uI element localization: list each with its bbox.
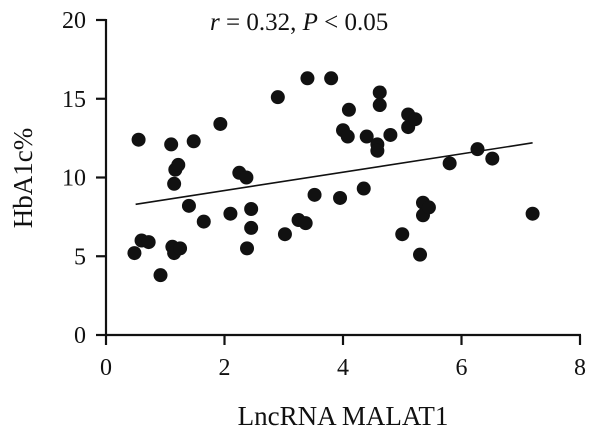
data-point: [164, 137, 179, 152]
data-point: [153, 268, 168, 283]
data-point: [442, 156, 457, 171]
data-point: [181, 198, 196, 213]
data-point: [324, 71, 339, 86]
x-tick-label: 4: [337, 355, 349, 381]
data-point: [131, 132, 146, 147]
data-point: [244, 202, 259, 216]
y-tick-label: 0: [74, 323, 86, 349]
data-point: [213, 116, 228, 131]
x-tick-label: 0: [100, 355, 112, 381]
data-point: [277, 227, 292, 242]
data-points: [127, 71, 540, 283]
data-point: [370, 143, 385, 158]
y-tick-label: 5: [74, 244, 86, 270]
regression-line: [135, 142, 533, 206]
y-tick-label: 10: [62, 166, 86, 192]
data-point: [525, 206, 540, 221]
data-point: [223, 206, 238, 221]
data-point: [171, 157, 186, 172]
y-axis-title: HbA1c%: [8, 128, 38, 228]
data-point: [341, 102, 356, 117]
data-point: [413, 247, 428, 262]
data-point: [372, 98, 387, 113]
data-point: [141, 235, 156, 250]
data-point: [298, 216, 313, 231]
data-point: [173, 241, 188, 256]
data-point: [359, 129, 374, 144]
data-point: [127, 246, 142, 261]
data-point: [186, 134, 201, 149]
data-point: [408, 112, 423, 127]
p-value: < 0.05: [318, 9, 388, 36]
axes: [104, 19, 581, 337]
data-point: [307, 187, 322, 202]
tick-marks: [96, 18, 582, 345]
r-symbol: r: [210, 9, 220, 36]
data-point: [485, 151, 500, 166]
x-tick-label: 6: [456, 355, 468, 381]
data-point: [333, 190, 348, 205]
data-point: [421, 200, 436, 215]
data-point: [196, 214, 211, 229]
y-tick-label: 15: [62, 87, 86, 113]
data-point: [395, 227, 410, 242]
data-point: [340, 129, 355, 144]
y-tick-label: 20: [62, 8, 86, 34]
data-point: [270, 90, 285, 105]
data-point: [244, 220, 259, 235]
x-tick-label: 2: [219, 355, 231, 381]
data-point: [239, 170, 254, 185]
x-tick-label: 8: [574, 355, 586, 381]
x-axis-title: LncRNA MALAT1: [238, 401, 449, 431]
data-point: [383, 127, 398, 142]
data-point: [470, 142, 485, 157]
tick-labels: 0 2 4 6 8 0 5 10 15 20: [62, 8, 586, 381]
data-point: [300, 71, 315, 86]
data-point: [240, 241, 255, 256]
data-point: [167, 176, 182, 191]
data-point: [356, 181, 371, 196]
p-symbol: P: [302, 9, 318, 36]
data-point: [372, 85, 387, 100]
r-value: = 0.32,: [220, 9, 303, 36]
correlation-annotation: r = 0.32, P < 0.05: [210, 9, 388, 36]
